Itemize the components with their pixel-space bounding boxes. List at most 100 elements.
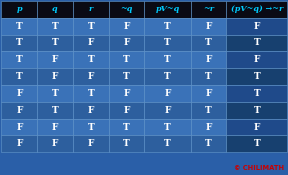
Bar	[144, 119, 191, 135]
Bar	[191, 102, 226, 119]
Bar	[1, 119, 37, 135]
Bar	[226, 119, 287, 135]
Bar	[226, 85, 287, 102]
Text: ~r: ~r	[203, 5, 214, 13]
Text: F: F	[16, 139, 22, 148]
Bar	[37, 135, 73, 152]
Text: p: p	[16, 5, 22, 13]
Bar	[1, 102, 37, 119]
Bar	[37, 68, 73, 85]
Bar	[37, 85, 73, 102]
Text: T: T	[253, 38, 260, 47]
Bar	[144, 18, 191, 34]
Bar	[73, 34, 109, 51]
Text: F: F	[123, 89, 130, 98]
Bar	[191, 18, 226, 34]
Bar	[1, 85, 37, 102]
Bar	[73, 68, 109, 85]
Text: F: F	[16, 122, 22, 132]
Bar	[37, 1, 73, 18]
Text: T: T	[123, 139, 130, 148]
Bar	[226, 18, 287, 34]
Text: F: F	[52, 55, 58, 64]
Bar	[109, 135, 144, 152]
Bar	[191, 85, 226, 102]
Text: F: F	[123, 38, 130, 47]
Text: T: T	[253, 106, 260, 115]
Bar	[191, 119, 226, 135]
Bar	[226, 51, 287, 68]
Bar	[144, 85, 191, 102]
Text: (pV~q) →~r: (pV~q) →~r	[231, 5, 283, 13]
Bar	[144, 34, 191, 51]
Bar	[37, 34, 73, 51]
Text: T: T	[253, 72, 260, 81]
Text: F: F	[52, 72, 58, 81]
Bar	[109, 1, 144, 18]
Text: T: T	[205, 106, 212, 115]
Bar	[37, 102, 73, 119]
Text: F: F	[123, 106, 130, 115]
Text: T: T	[164, 139, 171, 148]
Text: T: T	[16, 55, 23, 64]
Text: F: F	[16, 106, 22, 115]
Bar	[1, 34, 37, 51]
Text: pV~q: pV~q	[156, 5, 180, 13]
Bar	[191, 68, 226, 85]
Text: T: T	[16, 38, 23, 47]
Bar	[73, 85, 109, 102]
Text: T: T	[52, 22, 58, 31]
Text: q: q	[52, 5, 58, 13]
Text: T: T	[205, 38, 212, 47]
Bar	[109, 102, 144, 119]
Bar	[37, 51, 73, 68]
Text: F: F	[88, 38, 94, 47]
Bar	[109, 34, 144, 51]
Bar	[1, 1, 37, 18]
Text: T: T	[164, 72, 171, 81]
Bar	[191, 51, 226, 68]
Bar	[144, 102, 191, 119]
Text: F: F	[254, 22, 260, 31]
Bar	[73, 18, 109, 34]
Text: F: F	[205, 122, 212, 132]
Bar	[144, 68, 191, 85]
Bar	[73, 1, 109, 18]
Bar	[109, 68, 144, 85]
Text: F: F	[164, 106, 171, 115]
Text: T: T	[253, 139, 260, 148]
Text: T: T	[123, 55, 130, 64]
Bar	[144, 51, 191, 68]
Text: T: T	[164, 122, 171, 132]
Text: T: T	[16, 72, 23, 81]
Text: T: T	[52, 89, 58, 98]
Text: ~q: ~q	[120, 5, 133, 13]
Bar	[37, 119, 73, 135]
Text: F: F	[88, 72, 94, 81]
Bar	[1, 18, 37, 34]
Text: T: T	[164, 22, 171, 31]
Text: F: F	[16, 89, 22, 98]
Text: F: F	[205, 22, 212, 31]
Text: F: F	[164, 89, 171, 98]
Bar	[191, 34, 226, 51]
Text: F: F	[52, 122, 58, 132]
Bar	[226, 135, 287, 152]
Text: T: T	[88, 89, 94, 98]
Text: T: T	[16, 22, 23, 31]
Text: F: F	[88, 106, 94, 115]
Text: T: T	[164, 38, 171, 47]
Text: T: T	[253, 89, 260, 98]
Bar	[109, 85, 144, 102]
Bar	[226, 102, 287, 119]
Bar	[109, 18, 144, 34]
Bar	[191, 1, 226, 18]
Bar	[1, 135, 37, 152]
Text: F: F	[205, 55, 212, 64]
Text: T: T	[52, 38, 58, 47]
Text: T: T	[52, 106, 58, 115]
Text: T: T	[164, 55, 171, 64]
Bar	[37, 18, 73, 34]
Bar	[1, 51, 37, 68]
Text: F: F	[88, 139, 94, 148]
